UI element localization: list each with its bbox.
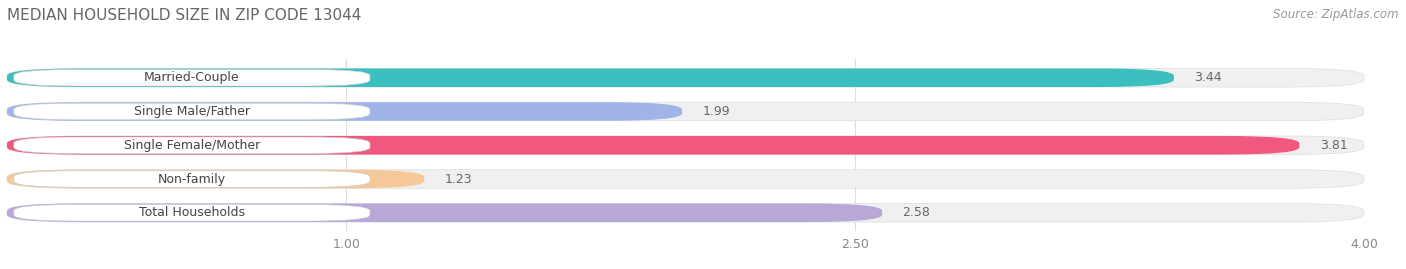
FancyBboxPatch shape [14,103,370,120]
FancyBboxPatch shape [7,69,1364,87]
Text: Married-Couple: Married-Couple [143,71,239,84]
FancyBboxPatch shape [7,203,882,222]
FancyBboxPatch shape [7,170,425,188]
FancyBboxPatch shape [7,69,1174,87]
Text: 3.44: 3.44 [1194,71,1222,84]
FancyBboxPatch shape [14,137,370,154]
FancyBboxPatch shape [7,102,1364,121]
FancyBboxPatch shape [14,69,370,86]
FancyBboxPatch shape [7,203,1364,222]
Text: 1.99: 1.99 [703,105,730,118]
Text: Non-family: Non-family [157,172,226,186]
Text: Source: ZipAtlas.com: Source: ZipAtlas.com [1274,8,1399,21]
Text: Single Female/Mother: Single Female/Mother [124,139,260,152]
Text: MEDIAN HOUSEHOLD SIZE IN ZIP CODE 13044: MEDIAN HOUSEHOLD SIZE IN ZIP CODE 13044 [7,8,361,23]
Text: Total Households: Total Households [139,206,245,219]
FancyBboxPatch shape [7,170,1364,188]
Text: 2.58: 2.58 [903,206,931,219]
FancyBboxPatch shape [14,171,370,187]
Text: 3.81: 3.81 [1320,139,1347,152]
FancyBboxPatch shape [7,102,682,121]
FancyBboxPatch shape [14,204,370,221]
FancyBboxPatch shape [7,136,1364,155]
Text: 1.23: 1.23 [444,172,472,186]
FancyBboxPatch shape [7,136,1299,155]
Text: Single Male/Father: Single Male/Father [134,105,250,118]
